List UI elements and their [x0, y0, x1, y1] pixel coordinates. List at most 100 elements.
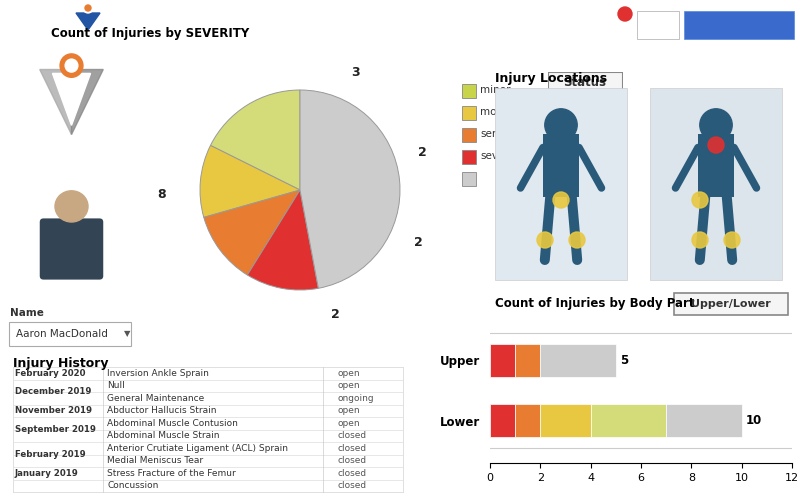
Text: open: open — [338, 406, 361, 415]
Circle shape — [692, 232, 708, 248]
FancyBboxPatch shape — [674, 293, 788, 315]
Bar — [13, 367, 403, 380]
Text: MENU: MENU — [10, 33, 33, 39]
Bar — [13, 417, 403, 430]
FancyBboxPatch shape — [40, 218, 103, 280]
Bar — [540, 344, 616, 377]
Circle shape — [724, 232, 740, 248]
Wedge shape — [204, 190, 300, 275]
Text: 10: 10 — [746, 414, 762, 427]
Circle shape — [618, 7, 632, 21]
Text: December 2019: December 2019 — [15, 388, 91, 396]
Bar — [13, 480, 403, 492]
Circle shape — [692, 192, 708, 208]
Polygon shape — [53, 74, 90, 126]
Circle shape — [553, 192, 569, 208]
Text: Kinduct Admin ▼: Kinduct Admin ▼ — [694, 20, 776, 30]
Text: Injury History: Injury History — [13, 357, 109, 370]
Bar — [515, 344, 540, 377]
Text: ▼: ▼ — [124, 330, 130, 338]
Text: Anterior Crutiate Ligament (ACL) Sprain: Anterior Crutiate Ligament (ACL) Sprain — [107, 444, 288, 453]
Circle shape — [65, 59, 78, 72]
Text: open: open — [338, 381, 361, 390]
Bar — [462, 106, 476, 120]
Bar — [13, 467, 403, 479]
Bar — [543, 134, 579, 197]
Text: closed: closed — [338, 469, 367, 478]
Text: 2: 2 — [418, 146, 426, 158]
Bar — [540, 404, 590, 438]
Text: January 2019: January 2019 — [15, 469, 78, 478]
Bar — [666, 404, 742, 438]
Text: Name: Name — [10, 308, 44, 318]
Text: Abductor Hallucis Strain: Abductor Hallucis Strain — [107, 406, 217, 415]
Text: November 2019: November 2019 — [15, 406, 92, 415]
Text: 5: 5 — [620, 354, 628, 367]
Text: General Maintenance: General Maintenance — [107, 394, 204, 403]
Circle shape — [60, 54, 83, 78]
Text: 3: 3 — [350, 66, 359, 78]
Bar — [13, 454, 403, 467]
Title: Count of Injuries by SEVERITY: Count of Injuries by SEVERITY — [51, 26, 249, 40]
FancyBboxPatch shape — [548, 72, 623, 94]
Wedge shape — [200, 146, 300, 218]
Text: Aaron MacDonald: Aaron MacDonald — [16, 329, 108, 339]
Bar — [462, 128, 476, 142]
Text: closed: closed — [338, 481, 367, 490]
Text: Injury Locations: Injury Locations — [495, 72, 607, 85]
Polygon shape — [40, 70, 71, 134]
Text: February 2019: February 2019 — [15, 450, 86, 459]
Text: closed: closed — [338, 456, 367, 465]
Circle shape — [85, 5, 91, 11]
Text: Abdominal Muscle Strain: Abdominal Muscle Strain — [107, 431, 219, 440]
Text: Inversion Ankle Sprain: Inversion Ankle Sprain — [107, 369, 209, 378]
Text: severe: severe — [480, 151, 515, 161]
Circle shape — [708, 137, 724, 153]
Text: Stress Fracture of the Femur: Stress Fracture of the Femur — [107, 469, 236, 478]
Bar — [495, 88, 627, 280]
Bar — [650, 88, 782, 280]
Bar — [515, 404, 540, 438]
Text: Concussion: Concussion — [107, 481, 158, 490]
Text: Null: Null — [107, 381, 125, 390]
Bar — [13, 404, 403, 417]
Text: open: open — [338, 369, 361, 378]
Wedge shape — [300, 90, 400, 288]
FancyBboxPatch shape — [9, 322, 131, 346]
Text: Upper/Lower: Upper/Lower — [691, 299, 771, 309]
Text: closed: closed — [338, 444, 367, 453]
Text: September 2019: September 2019 — [15, 425, 96, 434]
Text: KINDUCT: KINDUCT — [112, 10, 179, 24]
Bar — [698, 134, 734, 197]
Text: minor: minor — [480, 85, 510, 95]
Text: Abdominal Muscle Contusion: Abdominal Muscle Contusion — [107, 419, 238, 428]
Bar — [462, 84, 476, 98]
Circle shape — [537, 232, 553, 248]
FancyBboxPatch shape — [684, 11, 794, 39]
Text: serious: serious — [480, 129, 518, 139]
Circle shape — [55, 191, 88, 222]
Text: closed: closed — [338, 431, 367, 440]
Text: K: K — [654, 20, 662, 30]
Circle shape — [545, 109, 578, 141]
Wedge shape — [247, 190, 318, 290]
Text: 2: 2 — [414, 236, 422, 248]
Text: 199: 199 — [619, 12, 630, 16]
Bar — [462, 150, 476, 164]
Bar — [590, 404, 666, 438]
Text: February 2020: February 2020 — [15, 369, 86, 378]
Bar — [490, 344, 515, 377]
Bar — [13, 392, 403, 404]
FancyBboxPatch shape — [637, 11, 679, 39]
Text: 2: 2 — [330, 308, 339, 322]
Text: moderate: moderate — [480, 107, 530, 117]
Polygon shape — [76, 13, 100, 30]
Circle shape — [83, 3, 93, 13]
Bar — [13, 442, 403, 454]
Text: PERFORMANCE: PERFORMANCE — [112, 24, 225, 36]
Bar — [13, 430, 403, 442]
Text: 🔔: 🔔 — [601, 16, 609, 30]
Text: EN ▼: EN ▼ — [558, 18, 583, 28]
Text: Medial Meniscus Tear: Medial Meniscus Tear — [107, 456, 203, 465]
Text: open: open — [338, 419, 361, 428]
